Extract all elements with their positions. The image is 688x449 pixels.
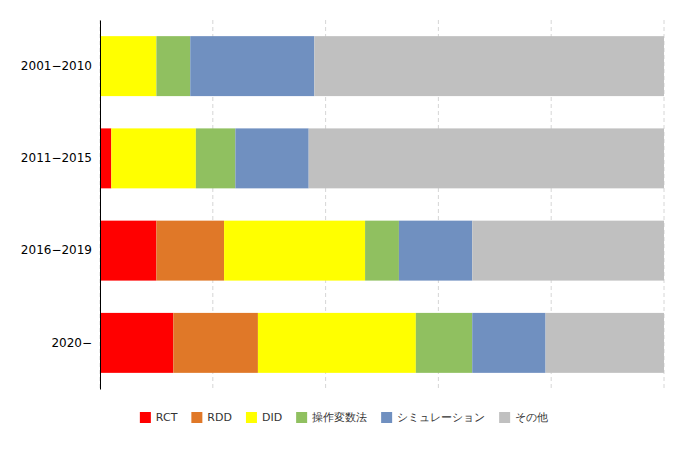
- bar-segment: [100, 221, 156, 281]
- legend-swatch: [191, 412, 202, 423]
- legend-label: DID: [262, 411, 282, 424]
- tick: 2011−2015: [21, 151, 100, 165]
- bar-segment: [190, 36, 314, 96]
- bar-segment: [314, 36, 664, 96]
- legend: RCT RDD DID 操作変数法 シミュレーション その他: [140, 411, 548, 424]
- bar-segment: [100, 313, 173, 373]
- tick-label: 2011−2015: [21, 151, 92, 165]
- bar-segment: [416, 313, 472, 373]
- bars: [100, 36, 664, 373]
- bar-segment: [224, 221, 365, 281]
- legend-label: シミュレーション: [397, 411, 485, 424]
- legend-item: シミュレーション: [381, 411, 485, 424]
- tick: 2016−2019: [21, 243, 100, 257]
- axis-line: [100, 21, 101, 390]
- bar-segment: [111, 128, 196, 188]
- series: [309, 36, 664, 373]
- bar-segment: [173, 313, 258, 373]
- legend-item: RCT: [140, 411, 178, 424]
- chart: 2001−2010 2011−2015 2016−2019 2020− RCT RDD DI…: [0, 0, 688, 449]
- legend-label: RCT: [156, 411, 178, 424]
- bar-segment: [399, 221, 472, 281]
- legend-item: RDD: [191, 411, 232, 424]
- legend-swatch: [381, 412, 392, 423]
- grid: [100, 20, 664, 389]
- bar-segment: [100, 36, 156, 96]
- tick-label: 2016−2019: [21, 243, 92, 257]
- bar-segment: [196, 128, 235, 188]
- bar-segment: [472, 221, 664, 281]
- legend-label: 操作変数法: [312, 411, 367, 424]
- bar-segment: [546, 313, 664, 373]
- tick-label: 2020−: [51, 336, 92, 350]
- legend-label: RDD: [207, 411, 232, 424]
- bar-segment: [100, 128, 111, 188]
- bar-segment: [156, 221, 224, 281]
- grid-line: [100, 20, 101, 389]
- y-axis: 2001−2010 2011−2015 2016−2019 2020−: [21, 21, 101, 390]
- bar-segment: [258, 313, 416, 373]
- legend-swatch: [246, 412, 257, 423]
- legend-item: その他: [499, 411, 548, 424]
- bar-segment: [365, 221, 399, 281]
- tick: 2020−: [51, 336, 100, 350]
- legend-swatch: [296, 412, 307, 423]
- bar-segment: [309, 128, 664, 188]
- legend-label: その他: [515, 411, 548, 424]
- plot: 2001−2010 2011−2015 2016−2019 2020−: [21, 20, 664, 390]
- legend-swatch: [140, 412, 151, 423]
- legend-item: DID: [246, 411, 282, 424]
- bar-segment: [472, 313, 545, 373]
- legend-swatch: [499, 412, 510, 423]
- tick: 2001−2010: [21, 59, 100, 73]
- bar-segment: [156, 36, 190, 96]
- bar-segment: [235, 128, 308, 188]
- tick-label: 2001−2010: [21, 59, 92, 73]
- legend-item: 操作変数法: [296, 411, 367, 424]
